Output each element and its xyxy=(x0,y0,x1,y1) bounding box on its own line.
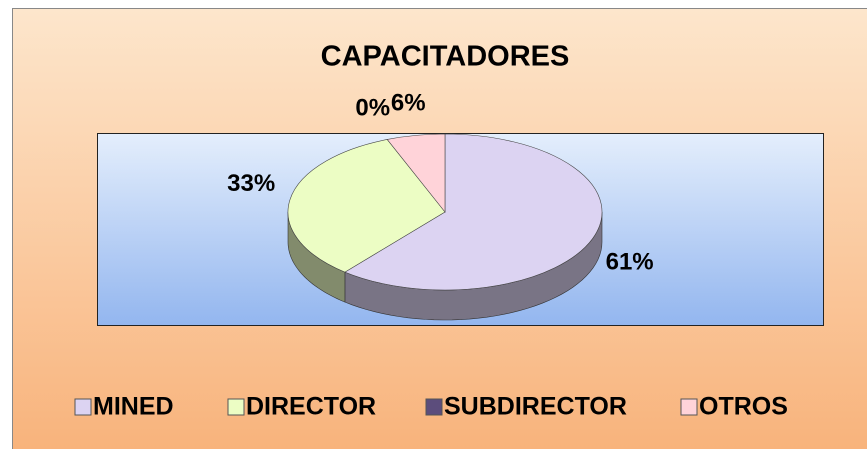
legend-swatch xyxy=(680,398,698,416)
slice xyxy=(287,139,446,273)
data-label: 6% xyxy=(391,90,426,117)
legend-label: DIRECTOR xyxy=(246,393,376,421)
legend-label: SUBDIRECTOR xyxy=(444,393,627,421)
legend-swatch xyxy=(425,398,443,416)
data-label: 33% xyxy=(227,170,275,197)
legend-swatch xyxy=(227,398,245,416)
chart-title: CAPACITADORES xyxy=(321,41,570,73)
legend: MINED DIRECTOR SUBDIRECTOR OTROS xyxy=(74,393,788,421)
legend-swatch xyxy=(74,398,92,416)
data-label: 0% xyxy=(355,95,390,122)
slice xyxy=(344,133,603,291)
pie: 61% 33% 0% 6% xyxy=(227,90,654,321)
data-label: 61% xyxy=(606,248,654,275)
legend-label: OTROS xyxy=(699,393,788,421)
legend-label: MINED xyxy=(93,393,174,421)
slice xyxy=(386,133,446,213)
